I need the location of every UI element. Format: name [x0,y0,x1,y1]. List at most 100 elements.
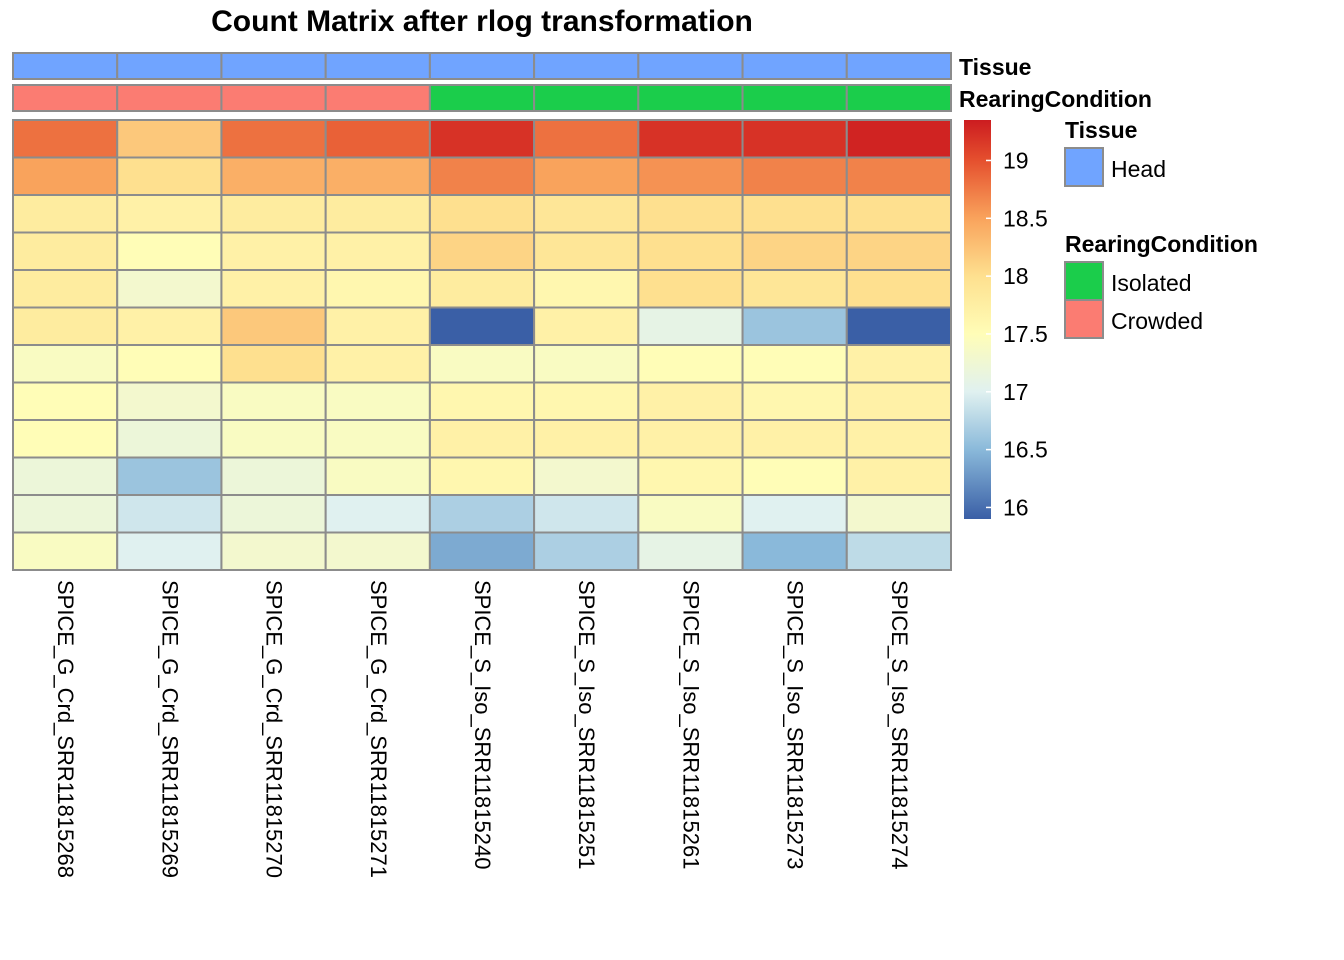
heatmap-cell [637,119,744,159]
heatmap-cell [116,231,223,271]
column-label: SPICE_G_Crd_SRR11815270 [262,580,287,878]
heatmap-cell [533,306,640,346]
heatmap-cell [845,531,952,571]
annotation-cell-rearingcondition [220,84,327,112]
heatmap-cell [324,269,431,309]
heatmap-cell [12,156,119,196]
annotation-cell-rearingcondition [428,84,536,112]
annotation-track-label: Tissue [959,54,1031,80]
heatmap-cell [324,194,431,234]
color-bar-tick-label: 19 [1003,147,1029,173]
heatmap-cell [12,231,119,271]
heatmap-cell [533,119,640,159]
heatmap-cell [324,231,431,271]
heatmap-cell [533,231,640,271]
heatmap-cell [637,419,744,459]
heatmap-cell [428,231,536,271]
heatmap-cell [116,419,223,459]
heatmap-cell [428,156,536,196]
heatmap-cell [428,419,536,459]
heatmap-cell [741,156,848,196]
heatmap-cell [12,494,119,534]
heatmap-cell [324,456,431,496]
heatmap-cell [428,119,536,159]
heatmap-cell [324,494,431,534]
heatmap-cell [116,381,223,421]
annotation-legend: Tissue Head RearingCondition Isolated Crowde… [1064,117,1258,339]
heatmap-cell [220,419,327,459]
column-label: SPICE_S_Iso_SRR11815261 [678,580,703,869]
annotation-cell-rearingcondition [12,84,119,112]
heatmap-cell [845,306,952,346]
heatmap-cell [12,269,119,309]
heatmap-cells [12,119,952,571]
heatmap-cell [324,156,431,196]
heatmap-cell [741,194,848,234]
heatmap-cell [116,456,223,496]
heatmap-cell [324,119,431,159]
heatmap-cell [428,344,536,384]
heatmap-cell [533,494,640,534]
heatmap-cell [741,494,848,534]
heatmap-cell [220,119,327,159]
heatmap-cell [533,269,640,309]
heatmap-cell [428,456,536,496]
heatmap-cell [845,231,952,271]
annotation-cell-tissue [533,52,640,80]
column-label: SPICE_G_Crd_SRR11815269 [157,580,182,878]
color-bar-tick-label: 18.5 [1003,205,1048,231]
legend-title: Tissue [1065,117,1137,143]
heatmap-cell [741,456,848,496]
annotation-tracks: Tissue RearingCondition [12,52,1152,112]
heatmap-cell [637,269,744,309]
chart-title: Count Matrix after rlog transformation [211,5,753,38]
heatmap-cell [845,119,952,159]
heatmap-cell [12,531,119,571]
heatmap-cell [533,456,640,496]
heatmap-cell [637,306,744,346]
heatmap-cell [220,269,327,309]
heatmap-cell [324,381,431,421]
legend-swatch [1064,147,1104,187]
heatmap-cell [533,531,640,571]
heatmap-cell [116,119,223,159]
heatmap-cell [845,494,952,534]
heatmap-cell [845,419,952,459]
annotation-cell-tissue [220,52,327,80]
heatmap-cell [845,194,952,234]
legend-entry-label: Isolated [1111,270,1192,296]
heatmap-cell [428,381,536,421]
annotation-cell-tissue [637,52,744,80]
heatmap-cell [220,344,327,384]
legend-title: RearingCondition [1065,231,1258,257]
heatmap-cell [428,269,536,309]
color-scale-legend: 19 18.5 18 17.5 17 16.5 16 [964,120,1048,520]
heatmap-cell [116,156,223,196]
heatmap-cell [324,306,431,346]
annotation-cell-tissue [741,52,848,80]
heatmap-cell [637,231,744,271]
heatmap-cell [12,381,119,421]
heatmap-cell [741,381,848,421]
color-bar-tick-label: 16 [1003,494,1029,520]
color-bar-tick-label: 18 [1003,263,1029,289]
annotation-cell-tissue [116,52,223,80]
annotation-cell-rearingcondition [116,84,223,112]
heatmap-cell [220,494,327,534]
color-bar-tick-label: 16.5 [1003,437,1048,463]
heatmap-cell [741,344,848,384]
heatmap-cell [741,119,848,159]
annotation-cell-tissue [324,52,431,80]
heatmap-cell [845,344,952,384]
heatmap-cell [533,419,640,459]
heatmap-cell [116,306,223,346]
heatmap-cell [12,456,119,496]
color-bar [964,120,991,519]
color-bar-tick-label: 17 [1003,379,1029,405]
column-label: SPICE_G_Crd_SRR11815271 [366,580,391,878]
heatmap-cell [428,194,536,234]
heatmap-cell [533,194,640,234]
heatmap-cell [533,381,640,421]
annotation-cell-rearingcondition [845,84,952,112]
